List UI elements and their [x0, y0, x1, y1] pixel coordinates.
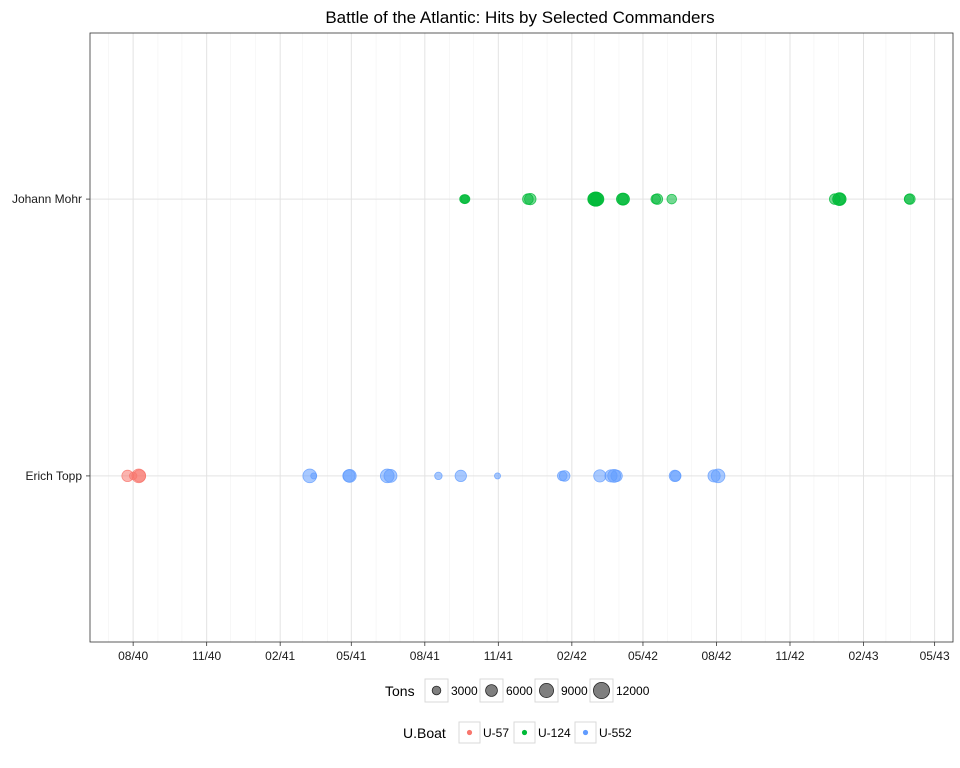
legend-area: Tons 3000 6000 9000 12000 U.Boat U-57 U-124 U-55… [385, 678, 650, 744]
series-u-552 [302, 468, 726, 484]
legend-size-symbol [539, 683, 554, 698]
series-u-57 [121, 468, 147, 484]
x-tick-label: 02/42 [557, 649, 587, 663]
data-point [710, 468, 726, 484]
legend-size-symbol [593, 682, 611, 700]
legend-label: 12000 [616, 684, 650, 698]
data-point [494, 472, 501, 480]
data-point [834, 192, 847, 206]
legend-title-uboat: U.Boat [403, 725, 446, 741]
legend-color-symbol [582, 729, 589, 736]
data-point [610, 469, 623, 483]
plot-area: 08/40 11/40 02/41 05/41 08/41 11/41 02/42 05/42… [12, 32, 954, 663]
x-tick-label: 05/42 [628, 649, 658, 663]
chart-title: Battle of the Atlantic: Hits by Selected… [325, 8, 714, 27]
data-point [651, 193, 664, 205]
data-point [558, 470, 571, 482]
series-u-124 [459, 191, 916, 207]
data-point [590, 192, 605, 206]
data-point [434, 471, 443, 481]
legend-label: U-552 [599, 726, 632, 740]
y-tick-label: Johann Mohr [12, 192, 82, 206]
data-point [617, 192, 630, 206]
data-point [593, 469, 607, 483]
legend-size-symbol [485, 684, 498, 697]
data-point [524, 192, 537, 206]
x-tick-label: 11/42 [775, 649, 804, 663]
x-tick-label: 11/41 [484, 649, 513, 663]
x-tick-label: 08/40 [118, 649, 148, 663]
y-tick-label: Erich Topp [26, 469, 83, 483]
legend-label: 6000 [506, 684, 533, 698]
x-tick-label: 02/43 [848, 649, 878, 663]
data-point [460, 194, 471, 204]
legend-label: 3000 [451, 684, 478, 698]
data-point [310, 472, 318, 480]
data-point [454, 469, 467, 483]
data-point [670, 470, 682, 482]
data-point [383, 469, 398, 483]
x-tick-label: 05/41 [336, 649, 366, 663]
legend-label: 9000 [561, 684, 588, 698]
data-point [133, 469, 147, 483]
legend-color-symbol [521, 729, 528, 736]
data-point [666, 193, 677, 205]
x-tick-label: 08/41 [410, 649, 440, 663]
x-tick-label: 11/40 [192, 649, 221, 663]
data-point [904, 193, 916, 205]
legend-color-symbol [466, 729, 473, 736]
x-tick-label: 08/42 [701, 649, 731, 663]
legend-title-tons: Tons [385, 683, 415, 699]
x-tick-label: 05/43 [920, 649, 950, 663]
legend-label: U-124 [538, 726, 571, 740]
x-tick-label: 02/41 [265, 649, 295, 663]
data-point [342, 469, 357, 483]
legend-size-symbol [431, 685, 442, 696]
legend-label: U-57 [483, 726, 509, 740]
plot-border [89, 32, 954, 643]
